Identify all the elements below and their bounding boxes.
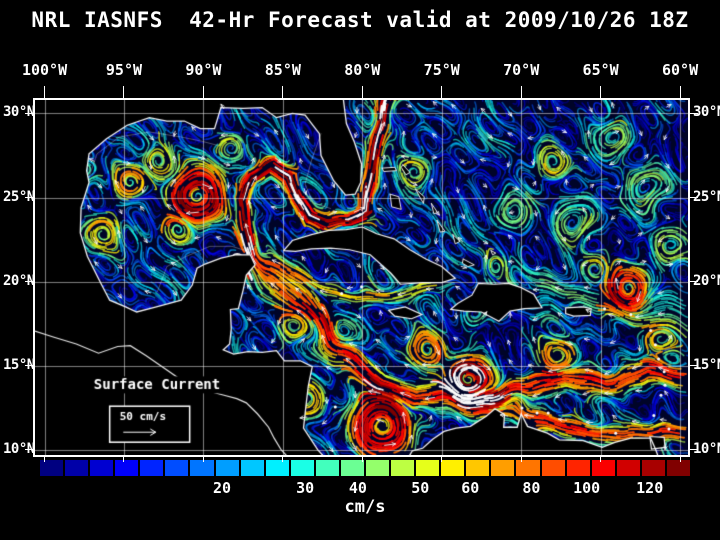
lat-tick-right-icon — [690, 281, 698, 282]
colorbar-cell — [316, 460, 339, 476]
colorbar-cell — [165, 460, 188, 476]
lon-tick-bottom-icon — [123, 457, 124, 462]
colorbar-cell — [40, 460, 63, 476]
colorbar-cell — [266, 460, 289, 476]
colorbar-cell — [366, 460, 389, 476]
colorbar-cell — [391, 460, 414, 476]
lat-tick-right-icon — [690, 365, 698, 366]
lon-axis-label: 85°W — [253, 61, 313, 79]
lon-tick-bottom-icon — [362, 457, 363, 462]
colorbar-cell — [216, 460, 239, 476]
lon-tick-bottom-icon — [44, 457, 45, 462]
colorbar-cell — [542, 460, 565, 476]
colorbar-cell — [416, 460, 439, 476]
colorbar-tick-label: 20 — [213, 479, 231, 497]
lon-tick-top-icon — [521, 86, 522, 98]
colorbar-cell — [291, 460, 314, 476]
colorbar-cell — [667, 460, 690, 476]
lat-tick-right-icon — [690, 449, 698, 450]
colorbar-tick-label: 80 — [522, 479, 540, 497]
lat-tick-left-icon — [25, 365, 33, 366]
colorbar-cell — [190, 460, 213, 476]
colorbar-cell — [65, 460, 88, 476]
lon-tick-top-icon — [123, 86, 124, 98]
lon-tick-top-icon — [600, 86, 601, 98]
lat-tick-left-icon — [25, 281, 33, 282]
lon-axis-label: 80°W — [332, 61, 392, 79]
colorbar-tick-label: 100 — [573, 479, 600, 497]
lon-axis-label: 60°W — [650, 61, 710, 79]
page-title: NRL IASNFS 42-Hr Forecast valid at 2009/… — [0, 8, 720, 32]
colorbar-cell — [115, 460, 138, 476]
colorbar-cell — [241, 460, 264, 476]
lon-tick-top-icon — [362, 86, 363, 98]
colorbar-cell — [466, 460, 489, 476]
lon-axis-label: 70°W — [491, 61, 551, 79]
lon-tick-bottom-icon — [600, 457, 601, 462]
lon-tick-top-icon — [44, 86, 45, 98]
colorbar-cell — [516, 460, 539, 476]
lon-tick-bottom-icon — [441, 457, 442, 462]
lon-tick-bottom-icon — [282, 457, 283, 462]
lat-tick-left-icon — [25, 449, 33, 450]
lat-tick-right-icon — [690, 197, 698, 198]
colorbar-tick-label: 120 — [636, 479, 663, 497]
lon-tick-bottom-icon — [680, 457, 681, 462]
colorbar-cell — [140, 460, 163, 476]
lon-axis-label: 75°W — [412, 61, 472, 79]
colorbar-cell — [491, 460, 514, 476]
map-frame — [33, 98, 690, 457]
colorbar-cell — [441, 460, 464, 476]
colorbar-cell — [642, 460, 665, 476]
lon-tick-top-icon — [282, 86, 283, 98]
lon-tick-top-icon — [680, 86, 681, 98]
lon-tick-top-icon — [441, 86, 442, 98]
lon-axis-label: 100°W — [15, 61, 75, 79]
colorbar-unit-label: cm/s — [40, 497, 690, 517]
colorbar-cell — [592, 460, 615, 476]
lon-tick-top-icon — [203, 86, 204, 98]
surface-current-map-canvas — [35, 100, 688, 455]
lon-axis-label: 95°W — [94, 61, 154, 79]
colorbar-cell — [567, 460, 590, 476]
lon-tick-bottom-icon — [521, 457, 522, 462]
lat-tick-right-icon — [690, 113, 698, 114]
forecast-screen: NRL IASNFS 42-Hr Forecast valid at 2009/… — [0, 0, 720, 540]
colorbar-cell — [341, 460, 364, 476]
colorbar-tick-label: 40 — [349, 479, 367, 497]
colorbar — [40, 460, 690, 476]
lon-axis-label: 65°W — [571, 61, 631, 79]
colorbar-cell — [617, 460, 640, 476]
lon-axis-label: 90°W — [173, 61, 233, 79]
colorbar-tick-label: 50 — [411, 479, 429, 497]
colorbar-tick-label: 60 — [461, 479, 479, 497]
lon-tick-bottom-icon — [203, 457, 204, 462]
lat-tick-left-icon — [25, 113, 33, 114]
lat-tick-left-icon — [25, 197, 33, 198]
colorbar-tick-label: 30 — [296, 479, 314, 497]
colorbar-cell — [90, 460, 113, 476]
